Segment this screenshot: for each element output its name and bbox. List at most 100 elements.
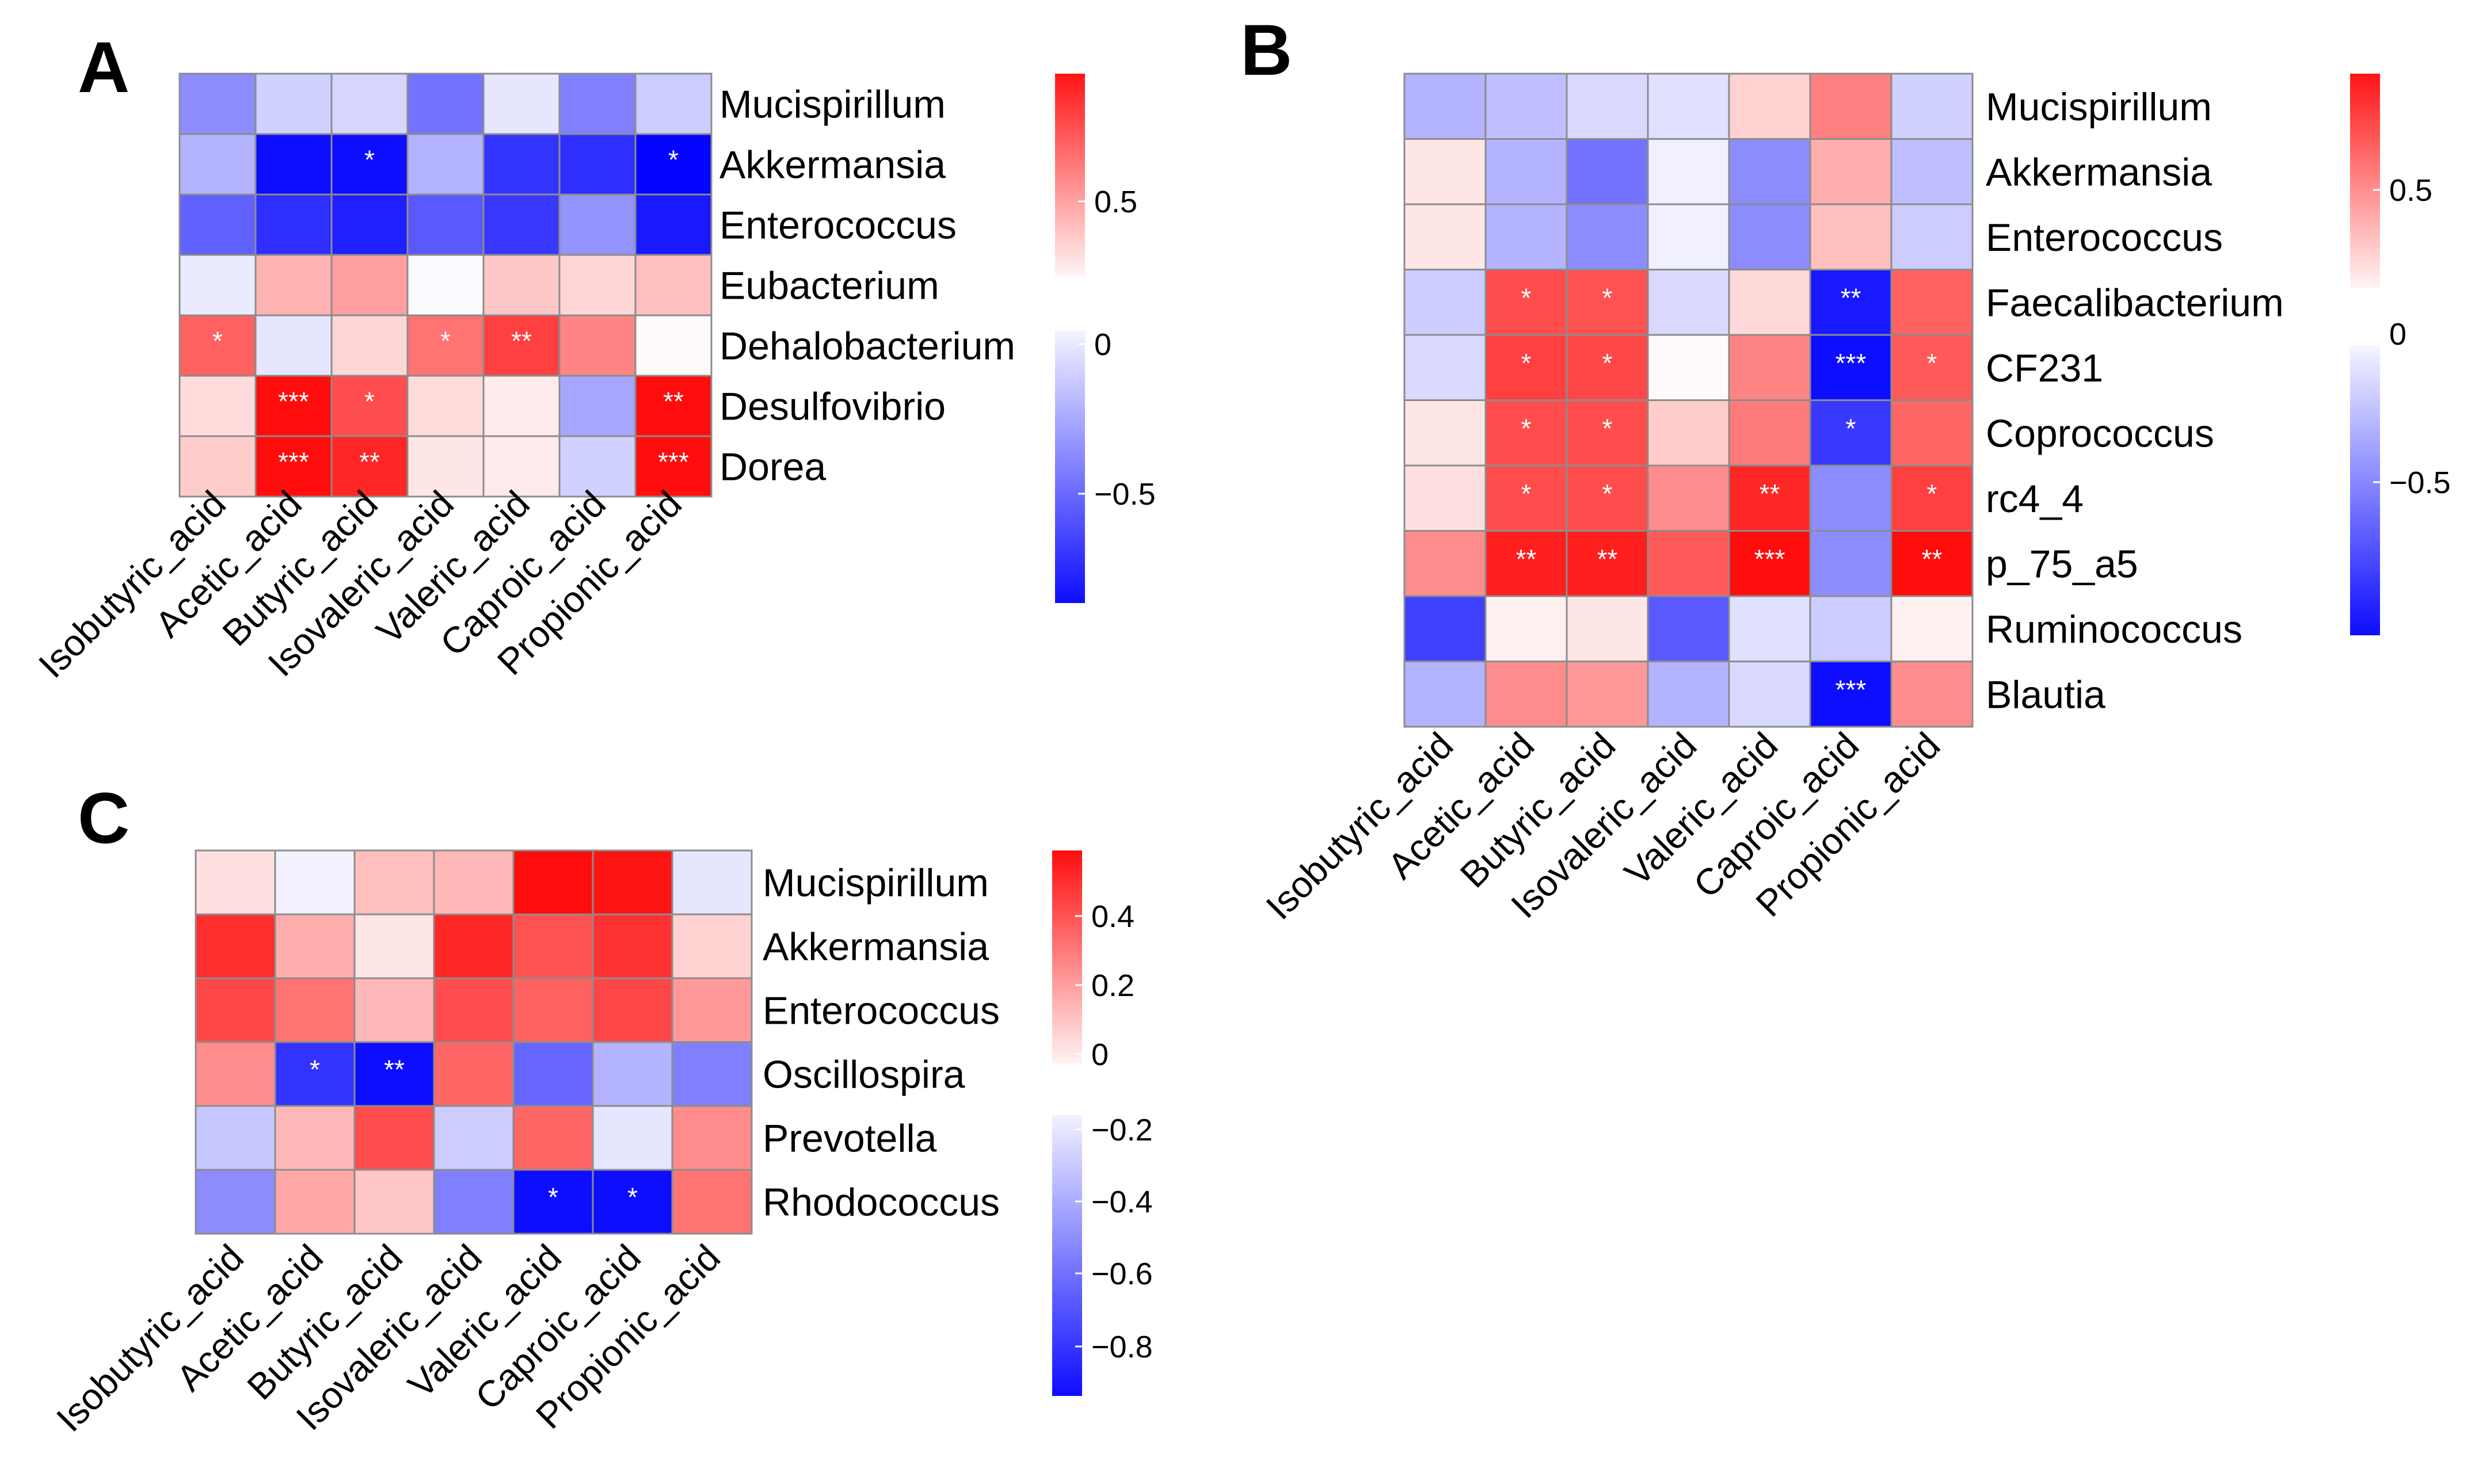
heatmap-cell-a-r3-c6 xyxy=(634,254,713,316)
heatmap-cell-c-r5-c6 xyxy=(671,1169,753,1235)
heatmap-cell-b-r0-c3 xyxy=(1647,73,1730,140)
heatmap-cell-b-r9-c0 xyxy=(1403,661,1487,728)
panel-c: C* *** *MucispirillumAkkermansiaEnterococc… xyxy=(48,779,1152,1440)
heatmap-cell-b-r3-c4 xyxy=(1728,269,1811,336)
heatmap-cell-b-r0-c5 xyxy=(1809,73,1892,140)
row-label-a-3: Eubacterium xyxy=(719,264,939,308)
heatmap-cell-a-r0-c2 xyxy=(330,73,409,135)
heatmap-cell-b-r3-c2 xyxy=(1566,269,1649,336)
panel-b: B* * *** * *** ** * ** * ** *** ** *** *****Mucispiri… xyxy=(1240,10,2451,928)
significance-mark: *** xyxy=(278,447,309,477)
significance-mark: * xyxy=(668,145,679,175)
colorbar-tick-label: −0.8 xyxy=(1091,1330,1153,1364)
colorbar-tick-label: −0.6 xyxy=(1091,1257,1153,1291)
significance-mark: ** xyxy=(1760,479,1780,509)
heatmap-cell-b-r6-c4 xyxy=(1728,464,1811,532)
colorbar-tick-label: −0.5 xyxy=(2389,466,2451,500)
significance-mark: * xyxy=(1602,348,1613,378)
heatmap-cell-c-r4-c1 xyxy=(274,1105,356,1171)
row-label-c-4: Prevotella xyxy=(763,1117,937,1161)
heatmap-cell-a-r1-c5 xyxy=(558,133,637,196)
heatmap-cell-a-r5-c5 xyxy=(558,375,637,437)
heatmap-cell-b-r4-c6 xyxy=(1890,334,1974,401)
colorbar-tick-label: −0.2 xyxy=(1091,1113,1153,1147)
heatmap-cell-a-r0-c3 xyxy=(406,73,485,135)
heatmap-cell-b-r7-c5 xyxy=(1809,530,1892,597)
significance-mark: * xyxy=(212,326,223,356)
heatmap-cell-a-r6-c1 xyxy=(254,435,333,498)
heatmap-cell-a-r5-c3 xyxy=(406,375,485,437)
heatmap-cell-c-r1-c2 xyxy=(353,913,435,979)
heatmap-cell-c-r2-c0 xyxy=(195,977,276,1043)
heatmap-cell-a-r2-c3 xyxy=(406,193,485,256)
significance-mark: * xyxy=(1602,283,1613,312)
colorbar-segment xyxy=(1055,330,1085,603)
heatmap-cell-b-r0-c6 xyxy=(1890,73,1974,140)
heatmap-cell-a-r2-c1 xyxy=(254,193,333,256)
heatmap-cell-c-r1-c4 xyxy=(512,913,594,979)
significance-mark: * xyxy=(1927,348,1937,378)
significance-mark: * xyxy=(1927,479,1937,509)
significance-mark: ** xyxy=(1516,544,1537,574)
heatmap-cell-c-r1-c6 xyxy=(671,913,753,979)
heatmap-cell-c-r3-c6 xyxy=(671,1041,753,1107)
significance-mark: *** xyxy=(278,387,309,417)
heatmap-cell-b-r5-c4 xyxy=(1728,399,1811,467)
row-label-a-5: Desulfovibrio xyxy=(719,385,946,429)
row-label-c-1: Akkermansia xyxy=(763,925,989,969)
heatmap-cell-a-r0-c0 xyxy=(178,73,257,135)
heatmap-cell-b-r6-c5 xyxy=(1809,464,1892,532)
row-label-c-0: Mucispirillum xyxy=(763,861,989,905)
heatmap-cell-a-r1-c1 xyxy=(254,133,333,196)
panel-a: A* ** * ***** * ***** ** ***MucispirillumAkkerm… xyxy=(31,28,1155,686)
heatmap-cell-b-r5-c2 xyxy=(1566,399,1649,467)
colorbar-segment xyxy=(1052,1115,1082,1396)
row-label-a-2: Enterococcus xyxy=(719,204,957,247)
significance-mark: * xyxy=(1521,413,1532,443)
significance-mark: *** xyxy=(1836,674,1867,704)
heatmap-cell-a-r2-c0 xyxy=(178,193,257,256)
heatmap-cell-c-r0-c6 xyxy=(671,849,753,915)
heatmap-cell-c-r5-c4 xyxy=(512,1169,594,1235)
significance-mark: * xyxy=(627,1182,638,1212)
row-label-b-4: CF231 xyxy=(1986,346,2103,390)
heatmap-cell-c-r1-c3 xyxy=(433,913,515,979)
heatmap-cell-b-r5-c5 xyxy=(1809,399,1892,467)
row-label-b-7: p_75_a5 xyxy=(1986,542,2138,586)
heatmap-cell-b-r4-c4 xyxy=(1728,334,1811,401)
heatmap-cell-c-r0-c4 xyxy=(512,849,594,915)
significance-mark: * xyxy=(364,145,375,175)
heatmap-cell-a-r3-c0 xyxy=(178,254,257,316)
colorbar-segment xyxy=(2350,74,2380,288)
heatmap-cell-a-r5-c0 xyxy=(178,375,257,437)
heatmap-cell-b-r3-c1 xyxy=(1484,269,1568,336)
heatmap-cell-b-r2-c1 xyxy=(1484,203,1568,270)
row-label-b-5: Coprococcus xyxy=(1986,411,2214,455)
heatmap-cell-c-r5-c1 xyxy=(274,1169,356,1235)
heatmap-cell-b-r6-c3 xyxy=(1647,464,1730,532)
heatmap-cell-c-r0-c0 xyxy=(195,849,276,915)
row-label-a-0: Mucispirillum xyxy=(719,83,946,127)
heatmap-cell-a-r4-c6 xyxy=(634,314,713,377)
colorbar-tick-label: −0.5 xyxy=(1094,477,1156,512)
heatmap-cell-b-r0-c2 xyxy=(1566,73,1649,140)
colorbar-tick-label: 0 xyxy=(2389,317,2406,352)
heatmap-cell-a-r2-c6 xyxy=(634,193,713,256)
heatmap-cell-c-r2-c6 xyxy=(671,977,753,1043)
heatmap-cell-b-r4-c0 xyxy=(1403,334,1487,401)
significance-mark: * xyxy=(364,387,375,417)
row-label-b-8: Ruminococcus xyxy=(1986,608,2242,651)
significance-mark: * xyxy=(310,1055,320,1085)
significance-mark: * xyxy=(1521,479,1532,509)
row-label-c-5: Rhodococcus xyxy=(763,1181,1000,1224)
heatmap-cell-c-r1-c1 xyxy=(274,913,356,979)
heatmap-cell-a-r5-c1 xyxy=(254,375,333,437)
heatmap-cell-c-r4-c0 xyxy=(195,1105,276,1171)
heatmap-cell-a-r2-c5 xyxy=(558,193,637,256)
heatmap-cell-b-r0-c0 xyxy=(1403,73,1487,140)
heatmap-cell-b-r6-c6 xyxy=(1890,464,1974,532)
heatmap-cell-a-r3-c3 xyxy=(406,254,485,316)
row-label-b-1: Akkermansia xyxy=(1986,150,2212,194)
heatmap-cell-b-r5-c1 xyxy=(1484,399,1568,467)
